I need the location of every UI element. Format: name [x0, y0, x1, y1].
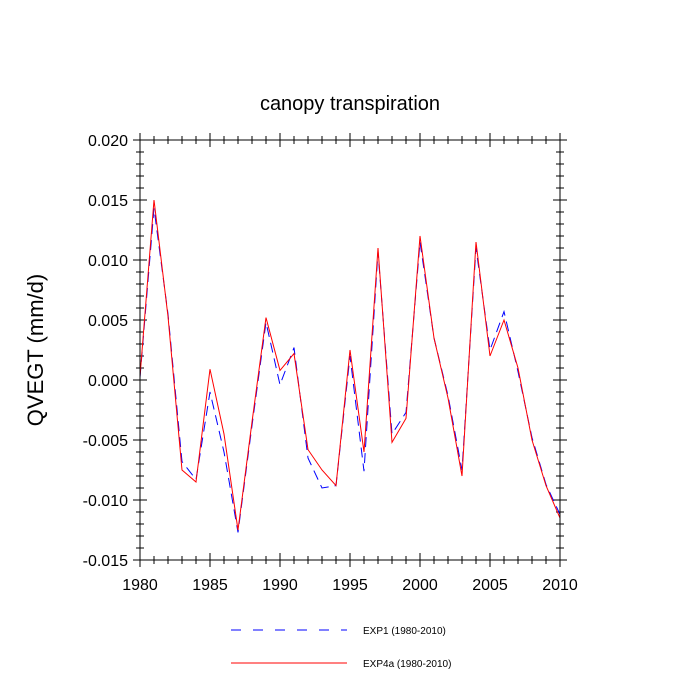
y-tick-label: 0.020	[88, 133, 128, 150]
x-tick-label: 2010	[542, 577, 578, 594]
x-tick-label: 2005	[472, 577, 508, 594]
series-lines	[139, 199, 561, 533]
x-tick-label: 1995	[332, 577, 368, 594]
series-line-exp1	[139, 208, 561, 533]
tick-labels: -0.015 -0.010 -0.005 0.000 0.005 0.010 0.015 0.…	[83, 133, 578, 594]
chart-title: canopy transpiration	[260, 93, 440, 115]
x-tick-label: 1985	[192, 577, 228, 594]
y-axis-label: QVEGT (mm/d)	[23, 274, 48, 426]
legend-label: EXP1 (1980-2010)	[363, 626, 446, 637]
y-tick-label: 0.000	[88, 373, 128, 390]
legend-label: EXP4a (1980-2010)	[363, 659, 451, 670]
y-tick-label: 0.005	[88, 313, 128, 330]
y-tick-label: -0.015	[83, 553, 128, 570]
legend: EXP1 (1980-2010) EXP4a (1980-2010)	[231, 626, 451, 670]
plot-frame	[139, 139, 561, 561]
x-tick-label: 1980	[122, 577, 158, 594]
y-tick-label: -0.010	[83, 493, 128, 510]
x-tick-label: 2000	[402, 577, 438, 594]
x-tick-label: 1990	[262, 577, 298, 594]
y-tick-label: -0.005	[83, 433, 128, 450]
series-line-exp4a	[139, 199, 561, 531]
y-tick-label: 0.015	[88, 193, 128, 210]
y-tick-label: 0.010	[88, 253, 128, 270]
